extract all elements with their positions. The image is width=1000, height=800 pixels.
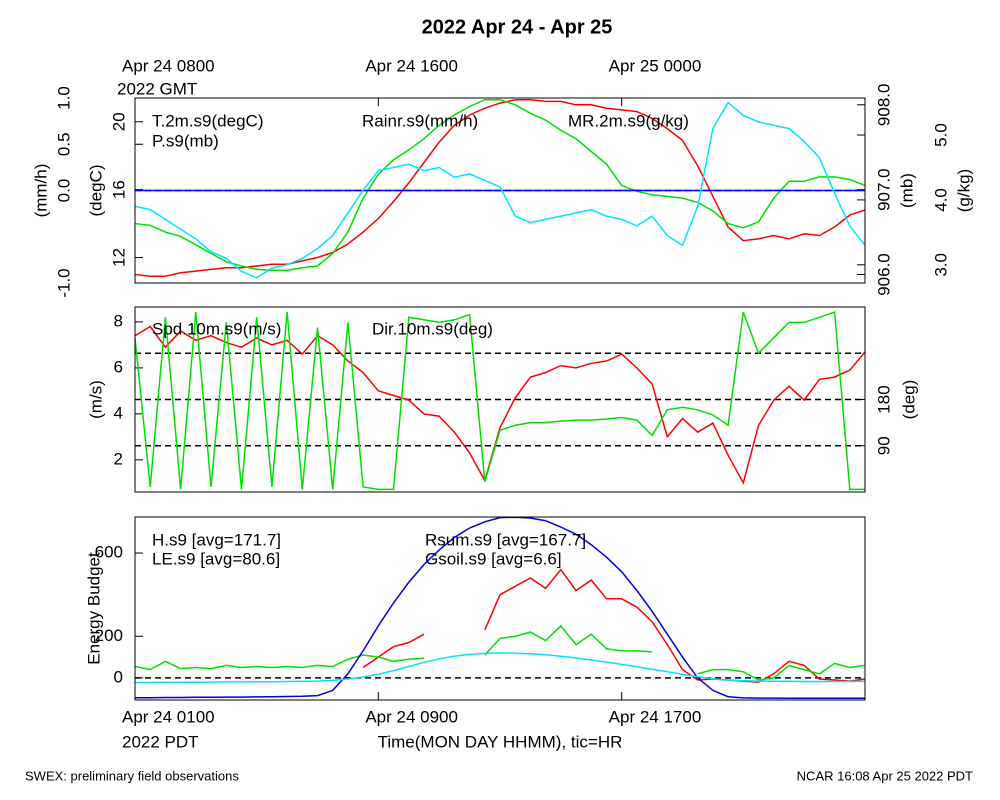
series-line — [135, 101, 865, 279]
series-line — [362, 568, 865, 683]
y-tick-label: 180 — [874, 385, 893, 413]
plot-frame — [134, 516, 866, 701]
legend-label: Gsoil.s9 [avg=6.6] — [425, 549, 562, 568]
axis-label: (mb) — [897, 173, 916, 208]
series-line — [135, 624, 865, 681]
y-tick-label: 6 — [114, 357, 123, 376]
x-tick-label: Apr 25 0000 — [609, 56, 702, 75]
y-tick-label: 600 — [95, 543, 123, 562]
series-line — [135, 98, 865, 272]
chart-title: 2022 Apr 24 - Apr 25 — [422, 16, 613, 38]
x-tick-label: Apr 24 0100 — [122, 707, 215, 726]
y-tick-label: 200 — [95, 626, 123, 645]
series-line — [135, 98, 865, 277]
x-tick-label: Apr 24 0800 — [122, 56, 215, 75]
axis-label: (degC) — [86, 165, 105, 217]
y-tick-label: 907.0 — [874, 168, 893, 211]
x-tick-label: Apr 24 1600 — [365, 56, 458, 75]
axis-label: (m/s) — [86, 380, 105, 419]
plot-frame — [134, 306, 866, 493]
y-tick-label: 2 — [114, 449, 123, 468]
legend-label: P.s9(mb) — [152, 131, 219, 150]
legend-label: H.s9 [avg=171.7] — [152, 530, 281, 549]
series-line — [135, 311, 865, 491]
footer-left: SWEX: preliminary field observations — [25, 768, 239, 783]
legend-label: T.2m.s9(degC) — [152, 111, 263, 130]
axis-label: (deg) — [899, 380, 918, 420]
y-tick-label: 90 — [874, 436, 893, 455]
series-line — [135, 517, 865, 700]
y-tick-label: 0.0 — [54, 179, 73, 203]
series-line — [135, 325, 865, 485]
y-tick-label: 1.0 — [54, 86, 73, 110]
x-tick-label: Apr 24 0900 — [365, 707, 458, 726]
y-tick-label: 16 — [109, 180, 128, 199]
legend-label: Dir.10m.s9(deg) — [372, 319, 493, 338]
x-note: 2022 PDT — [122, 732, 199, 751]
y-tick-label: 5.0 — [931, 123, 950, 147]
y-tick-label: 8 — [114, 311, 123, 330]
plot-frame — [134, 97, 866, 284]
axis-label: Energy Budget — [84, 552, 103, 665]
y-tick-label: -1.0 — [54, 268, 73, 297]
y-tick-label: 4 — [114, 403, 123, 422]
series-line — [135, 652, 865, 684]
legend-label: Spd.10m.s9(m/s) — [152, 319, 281, 338]
legend-label: MR.2m.s9(g/kg) — [568, 111, 689, 130]
y-tick-label: 908.0 — [874, 84, 893, 127]
x-tick-label: Apr 24 1700 — [609, 707, 702, 726]
y-tick-label: 906.0 — [874, 253, 893, 296]
axis-label: (g/kg) — [954, 169, 973, 212]
axis-label: (mm/h) — [31, 164, 50, 218]
y-tick-label: 12 — [109, 248, 128, 267]
legend-label: Rainr.s9(mm/h) — [362, 111, 478, 130]
y-tick-label: 3.0 — [931, 253, 950, 277]
x-axis-label: Time(MON DAY HHMM), tic=HR — [378, 732, 623, 751]
y-tick-label: 0 — [114, 667, 123, 686]
legend-label: LE.s9 [avg=80.6] — [152, 549, 280, 568]
y-tick-label: 0.5 — [54, 132, 73, 156]
y-tick-label: 20 — [109, 112, 128, 131]
footer-right: NCAR 16:08 Apr 25 2022 PDT — [797, 768, 973, 783]
legend-label: Rsum.s9 [avg=167.7] — [425, 530, 586, 549]
x-note: 2022 GMT — [117, 79, 197, 98]
y-tick-label: 4.0 — [931, 188, 950, 212]
